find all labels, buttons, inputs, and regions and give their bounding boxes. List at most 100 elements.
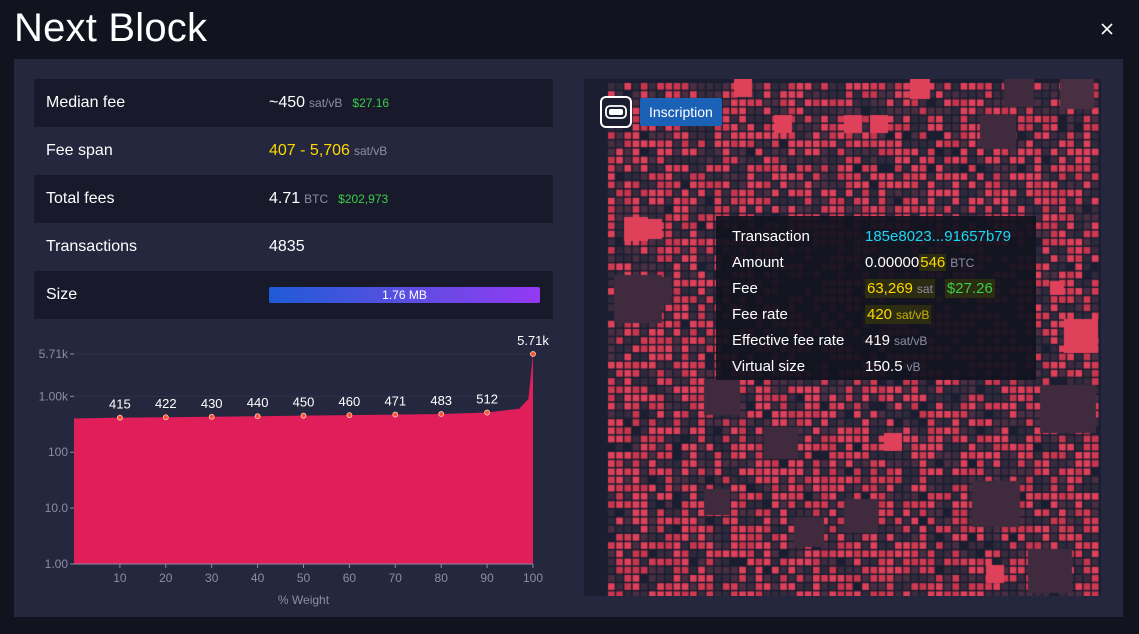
data-label: 440 [247,395,269,410]
data-point [438,411,445,417]
data-point [254,413,261,420]
median-fee-unit: sat/vB [309,96,343,110]
tooltip-fee-rate-value-group: 420 sat/vB [865,304,932,324]
size-progress-bar: 1.76 MB [269,287,540,303]
tooltip-virtual-size-unit: vB [906,359,921,374]
data-point [530,351,536,357]
transactions-label: Transactions [46,238,137,255]
tooltip-amount-value: 0.00000 546 BTC [865,253,975,271]
data-point [208,413,215,420]
median-fee-label: Median fee [46,94,126,111]
tooltip-effective-fee-rate-label: Effective fee rate [732,331,845,349]
y-tick-label: 1.00 [45,557,69,571]
data-label: 422 [155,396,177,411]
total-fees-label: Total fees [46,190,115,207]
data-label: 483 [430,393,452,408]
tooltip-fee-rate-value: 420 [867,305,893,323]
goggles-button[interactable] [600,96,632,128]
tooltip-fee-rate-unit: sat/vB [896,307,930,322]
tooltip-fee-fiat: $27.26 [944,278,995,298]
tooltip-fee-label: Fee [732,279,758,297]
data-label: 512 [476,392,498,407]
x-tick-label: 60 [343,571,357,585]
stat-row-transactions: Transactions 4835 [34,223,553,271]
page-title: Next Block [14,6,208,50]
y-tick-label: 100 [48,445,68,459]
tooltip-amount-unit: BTC [950,255,975,270]
fee-span-value-group: 407 - 5,706 sat/vB [269,142,387,160]
data-point [392,411,399,418]
stat-row-fee-span: Fee span 407 - 5,706 sat/vB [34,127,553,175]
block-visualization[interactable]: Inscription Transaction 185e8023...91657… [584,79,1101,596]
tooltip-amount-prefix: 0.00000 [865,253,920,271]
tooltip-row-fee: Fee 63,269 sat $27.26 [732,275,1020,301]
tooltip-row-effective-fee-rate: Effective fee rate 419 sat/vB [732,327,1020,353]
total-fees-value: 4.71 [269,190,301,207]
goggles-icon [605,105,627,119]
median-fee-value-group: ~450 sat/vB $27.16 [269,94,389,112]
data-label: 415 [109,397,131,412]
data-point [484,409,491,416]
block-stats: Median fee ~450 sat/vB $27.16 Fee span 4… [34,79,553,319]
total-fees-fiat: $202,973 [338,192,389,206]
tooltip-effective-fee-rate-value-group: 419 sat/vB [865,332,927,349]
median-fee-value: ~450 [269,94,306,111]
x-tick-label: 50 [297,571,311,585]
stat-row-size: Size 1.76 MB [34,271,553,319]
tooltip-amount-label: Amount [732,253,784,271]
stat-row-median-fee: Median fee ~450 sat/vB $27.16 [34,79,553,127]
fee-chart-svg: 1.00 10.0 100 1.00k 5.71k 10 20 30 40 50 60 70 80 90 1… [39,333,550,607]
fee-distribution-chart: 1.00 10.0 100 1.00k 5.71k 10 20 30 40 50 60 70 80 90 1… [34,329,554,614]
tooltip-row-virtual-size: Virtual size 150.5 vB [732,353,1020,379]
x-tick-label: 40 [251,571,265,585]
transactions-value: 4835 [269,238,305,255]
data-point [162,414,169,421]
data-label: 5.71k [517,333,549,348]
y-tick-label: 5.71k [39,347,69,361]
inscription-filter: Inscription [600,96,722,128]
tooltip-row-amount: Amount 0.00000 546 BTC [732,249,1020,275]
fee-span-unit: sat/vB [353,144,388,158]
fee-span-label: Fee span [46,142,113,159]
data-label: 471 [384,394,406,409]
size-label: Size [46,286,78,303]
x-axis-label: % Weight [278,593,330,607]
x-tick-label: 90 [480,571,494,585]
data-label: 450 [293,395,315,410]
block-panel: Median fee ~450 sat/vB $27.16 Fee span 4… [14,59,1123,617]
tooltip-fee-rate-label: Fee rate [732,305,788,323]
fee-span-value: 407 - 5,706 [269,142,350,159]
x-tick-label: 70 [389,571,403,585]
x-tick-label: 20 [159,571,173,585]
tooltip-virtual-size-label: Virtual size [732,357,806,375]
data-point [300,412,307,419]
total-fees-value-group: 4.71 BTC $202,973 [269,190,388,208]
tooltip-amount-highlight: 546 [919,253,947,271]
y-tick-label: 1.00k [39,389,69,403]
total-fees-unit: BTC [304,192,329,206]
close-button[interactable] [1096,18,1118,40]
tooltip-fee-value: 63,269 [867,279,913,297]
x-tick-label: 30 [205,571,219,585]
fee-area [74,354,533,564]
tooltip-virtual-size-value-group: 150.5 vB [865,358,921,375]
size-value: 1.76 MB [382,288,427,302]
x-tick-label: 100 [523,571,543,585]
data-point [346,412,353,419]
tooltip-fee-value-group: 63,269 sat $27.26 [865,278,995,298]
tooltip-fee-unit: sat [916,281,933,296]
tooltip-transaction-label: Transaction [732,227,810,245]
transaction-tooltip: Transaction 185e8023...91657b79 Amount 0… [716,216,1036,380]
tooltip-effective-fee-rate-value: 419 [865,331,891,349]
y-tick-label: 10.0 [45,501,69,515]
close-icon [1101,23,1113,35]
data-point [117,414,123,421]
tooltip-transaction-link[interactable]: 185e8023...91657b79 [865,227,1011,245]
data-label: 430 [201,396,223,411]
stat-row-total-fees: Total fees 4.71 BTC $202,973 [34,175,553,223]
x-tick-label: 10 [113,571,127,585]
inscription-tag[interactable]: Inscription [640,98,722,126]
tooltip-row-transaction: Transaction 185e8023...91657b79 [732,223,1020,249]
tooltip-virtual-size-value: 150.5 [865,357,903,375]
tooltip-row-fee-rate: Fee rate 420 sat/vB [732,301,1020,327]
